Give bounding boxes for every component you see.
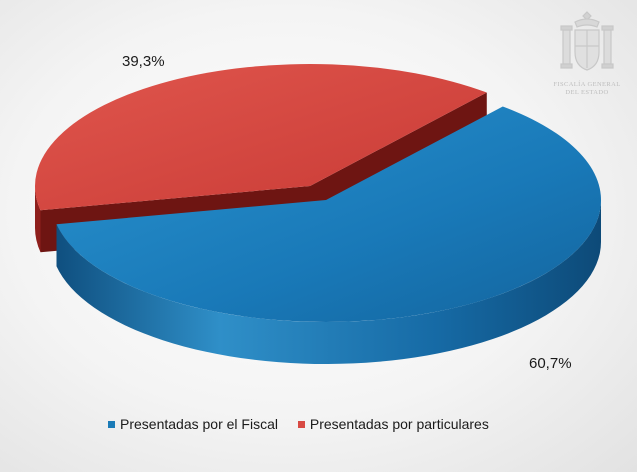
legend-item-particulares: Presentadas por particulares (297, 416, 489, 432)
logo-text-line1: FISCALÍA GENERAL (553, 81, 621, 88)
legend-item-fiscal: Presentadas por el Fiscal (108, 416, 278, 432)
logo-text-line2: DEL ESTADO (565, 89, 609, 96)
slice-label-fiscal: 60,7% (529, 355, 572, 372)
legend: Presentadas por el Fiscal Presentadas po… (108, 416, 505, 432)
slice-top-particulares (34, 63, 487, 211)
slice-label-particulares: 39,3% (122, 53, 165, 70)
legend-swatch-particulares (297, 421, 305, 428)
legend-label-particulares: Presentadas por particulares (309, 416, 489, 432)
slice-top-fiscal (56, 106, 601, 322)
logo: FISCALÍA GENERAL DEL ESTADO (548, 10, 626, 97)
legend-label-fiscal: Presentadas por el Fiscal (120, 416, 278, 432)
coat-of-arms-icon (560, 11, 614, 71)
slice-side-fiscal (56, 200, 601, 365)
legend-swatch-fiscal (108, 421, 115, 428)
slice-side-particulares (35, 186, 41, 253)
